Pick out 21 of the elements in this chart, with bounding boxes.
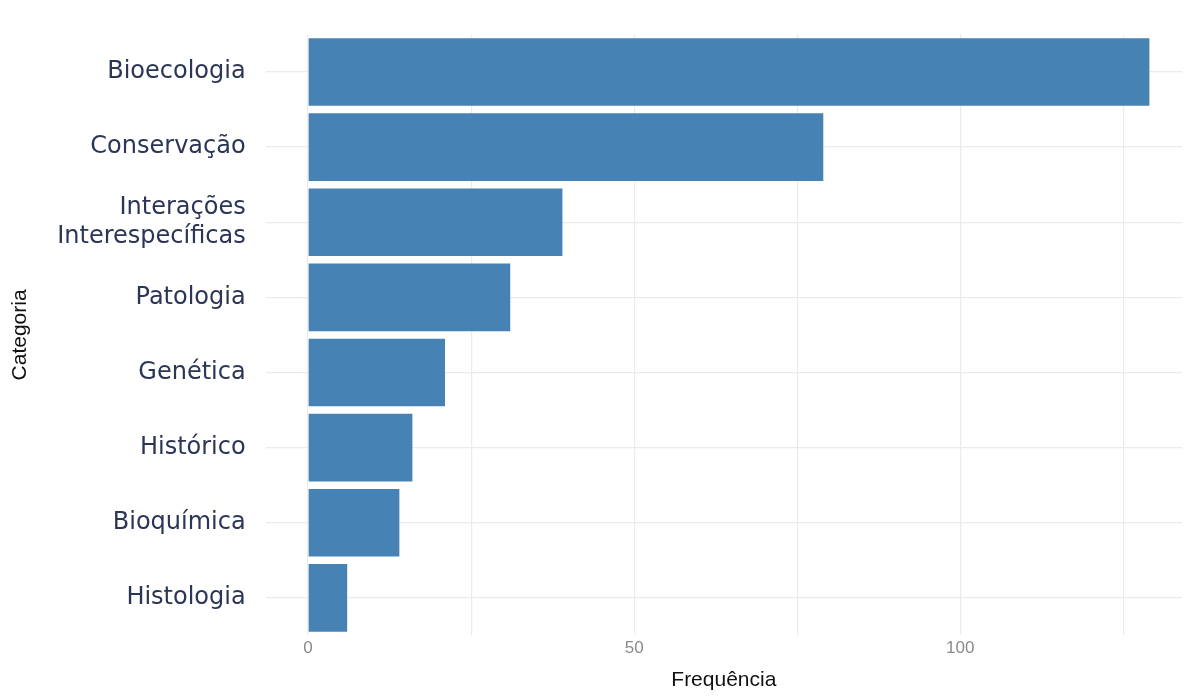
bar (308, 413, 413, 482)
y-tick-label: Genética (138, 356, 246, 385)
bar (308, 113, 824, 181)
bar (308, 564, 348, 632)
y-tick-label: Conservação (90, 131, 246, 160)
bar (308, 488, 400, 557)
y-tick-label: Bioecologia (107, 56, 246, 85)
x-tick-label: 100 (946, 638, 975, 658)
bar (308, 263, 511, 332)
y-tick-label: Histologia (126, 582, 246, 611)
y-tick-label: Patologia (135, 281, 246, 310)
y-tick-label: Interações Interespecíficas (57, 192, 246, 249)
bar (308, 338, 446, 407)
x-axis-title: Frequência (671, 667, 777, 691)
bar (308, 188, 563, 257)
x-tick-label: 50 (624, 638, 644, 658)
y-axis-title: Categoria (7, 289, 31, 381)
x-tick-label: 0 (303, 638, 313, 658)
bar (308, 38, 1150, 106)
y-tick-label: Bioquímica (112, 506, 246, 535)
y-tick-label: Histórico (139, 431, 246, 460)
